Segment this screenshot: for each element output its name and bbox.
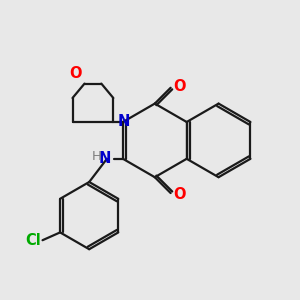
Text: H: H [92, 150, 101, 163]
Text: O: O [173, 187, 186, 202]
Text: Cl: Cl [25, 233, 41, 248]
Text: O: O [70, 66, 82, 81]
Text: O: O [173, 79, 186, 94]
Text: N: N [99, 151, 111, 166]
Text: N: N [117, 115, 130, 130]
